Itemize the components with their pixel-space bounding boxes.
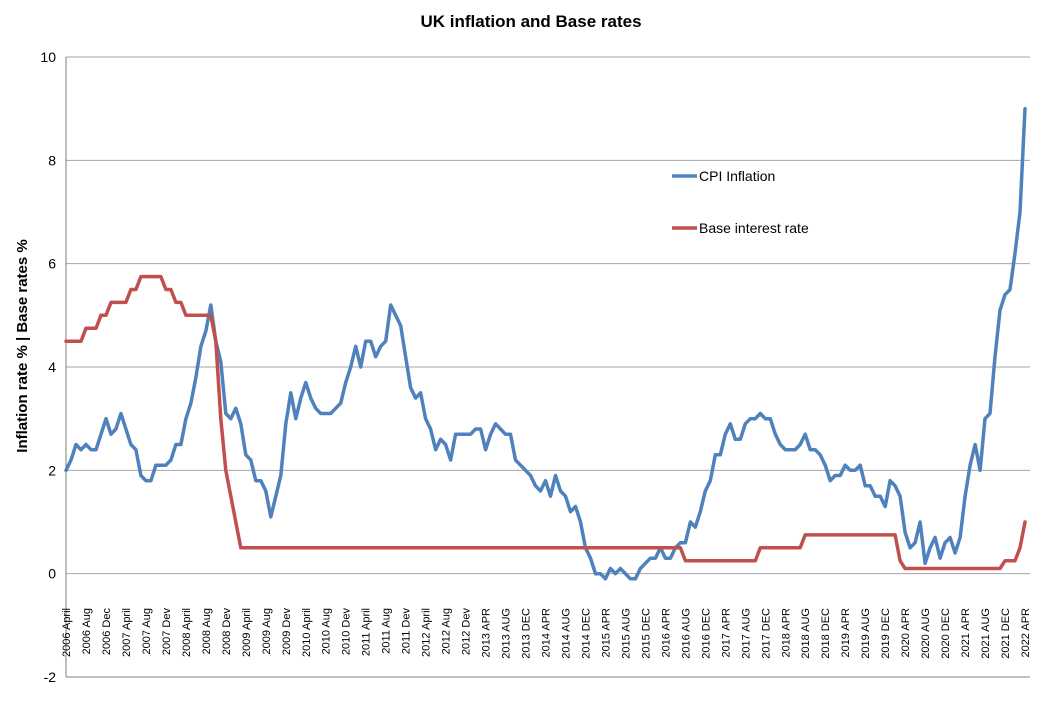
y-tick-label: 10: [40, 49, 56, 65]
series-line-base-interest-rate: [64, 274, 1027, 571]
x-tick-label: 2006 Aug: [81, 608, 93, 655]
x-tick-label: 2013 DEC: [521, 608, 533, 659]
x-tick-label: 2010 Aug: [321, 608, 333, 655]
x-tick-label: 2017 AUG: [740, 608, 752, 659]
x-tick-label: 2018 AUG: [800, 608, 812, 659]
x-tick-label: 2010 Dev: [341, 608, 353, 656]
x-tick-label: 2019 DEC: [880, 608, 892, 659]
legend-label-cpi-inflation: CPI Inflation: [699, 168, 775, 184]
x-tick-label: 2011 Dev: [401, 608, 413, 655]
x-tick-label: 2020 DEC: [940, 608, 952, 659]
x-tick-label: 2017 DEC: [760, 608, 772, 659]
axes: [65, 57, 1030, 678]
x-tick-label: 2015 APR: [600, 608, 612, 658]
x-tick-label: 2020 APR: [900, 608, 912, 658]
x-tick-label: 2018 DEC: [820, 608, 832, 659]
chart-title: UK inflation and Base rates: [420, 12, 641, 31]
x-tick-label: 2021 APR: [960, 608, 972, 658]
x-tick-label: 2013 APR: [481, 608, 493, 658]
x-tick-label: 2022 APR: [1020, 608, 1032, 658]
y-tick-label: 4: [48, 359, 56, 375]
x-tick-label: 2008 April: [181, 608, 193, 657]
x-tick-label: 2006 April: [61, 608, 73, 657]
x-tick-label: 2011 Aug: [381, 608, 393, 654]
y-tick-label: 0: [48, 566, 56, 582]
x-tick-label: 2007 April: [121, 608, 133, 657]
x-tick-label: 2017 APR: [720, 608, 732, 658]
x-tick-label: 2007 Aug: [141, 608, 153, 655]
series-lines: [64, 106, 1027, 581]
x-tick-label: 2016 DEC: [700, 608, 712, 659]
x-tick-label: 2019 AUG: [860, 608, 872, 659]
x-tick-label: 2012 April: [421, 608, 433, 657]
series-line-cpi-inflation: [64, 106, 1027, 581]
x-tick-label: 2009 Dev: [281, 608, 293, 656]
x-tick-label: 2021 DEC: [1000, 608, 1012, 659]
x-tick-label: 2008 Aug: [201, 608, 213, 655]
x-tick-label: 2014 APR: [541, 608, 553, 658]
x-tick-label: 2020 AUG: [920, 608, 932, 659]
x-tick-label: 2018 APR: [780, 608, 792, 658]
x-tick-label: 2015 AUG: [620, 608, 632, 659]
y-tick-label: 8: [48, 152, 56, 168]
x-tick-label: 2016 APR: [660, 608, 672, 658]
x-tick-label: 2021 AUG: [980, 608, 992, 659]
x-tick-label: 2013 AUG: [501, 608, 513, 659]
x-tick-label: 2012 Aug: [441, 608, 453, 655]
x-tick-label: 2014 DEC: [580, 608, 592, 659]
x-tick-label: 2009 Aug: [261, 608, 273, 655]
x-tick-labels: 2006 April 2006 Aug 2006 Dec 2007 April 2007…: [61, 608, 1032, 659]
x-tick-label: 2014 AUG: [560, 608, 572, 659]
x-tick-label: 2007 Dev: [161, 608, 173, 656]
y-axis-label: Inflation rate % | Base rates %: [14, 239, 31, 452]
x-tick-label: 2009 April: [241, 608, 253, 657]
x-tick-label: 2010 April: [301, 608, 313, 657]
x-tick-label: 2015 DEC: [640, 608, 652, 659]
x-tick-label: 2016 AUG: [680, 608, 692, 659]
x-tick-label: 2019 APR: [840, 608, 852, 658]
x-tick-label: 2011 April: [361, 608, 373, 656]
x-tick-label: 2008 Dev: [221, 608, 233, 656]
y-tick-label: 2: [48, 462, 56, 478]
y-tick-labels: -2 0 2 4 6 8 10: [40, 49, 56, 685]
x-tick-label: 2012 Dev: [461, 608, 473, 656]
legend: CPI Inflation Base interest rate: [672, 168, 809, 236]
legend-label-base-interest-rate: Base interest rate: [699, 220, 809, 236]
y-tick-label: 6: [48, 256, 56, 272]
y-tick-label: -2: [44, 669, 57, 685]
x-tick-label: 2006 Dec: [101, 608, 113, 656]
